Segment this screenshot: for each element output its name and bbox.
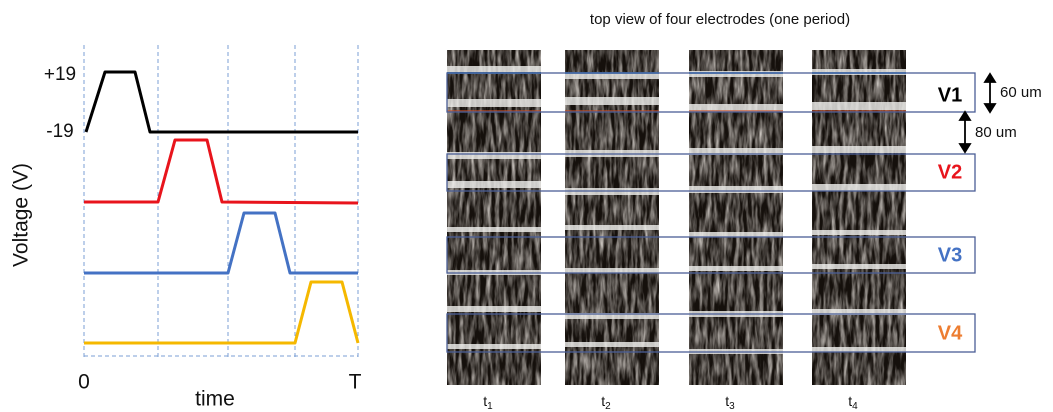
bright-band: [565, 313, 659, 319]
bright-band: [812, 184, 906, 191]
time-label: t1: [483, 393, 493, 412]
bright-band: [447, 344, 541, 349]
micrograph: [447, 50, 541, 385]
x-start-label: 0: [78, 371, 90, 394]
bright-band: [689, 232, 783, 237]
time-label-sub: 4: [852, 401, 858, 412]
bright-band: [565, 97, 659, 105]
micrograph-texture: [812, 50, 906, 385]
bright-band: [447, 152, 541, 159]
micrograph: [812, 50, 906, 385]
waveform-v3: [84, 211, 358, 275]
bright-band: [565, 342, 659, 347]
time-label: t3: [725, 393, 735, 412]
electrode-label: V2: [938, 161, 962, 183]
time-label: t2: [601, 393, 611, 412]
bright-band: [447, 99, 541, 107]
waveform-v1: [84, 70, 358, 134]
level-label: -19: [46, 121, 73, 142]
time-labels: t1 t2 t3 t4: [483, 393, 858, 412]
time-label-base: t: [848, 393, 852, 409]
bright-band: [689, 104, 783, 112]
x-end-label: T: [349, 371, 362, 394]
edge-line: [447, 110, 541, 112]
time-label-sub: 3: [729, 401, 735, 412]
level-label: +19: [44, 64, 76, 85]
bright-band: [812, 146, 906, 153]
time-label: t4: [848, 393, 858, 412]
edge-line: [689, 110, 783, 112]
image-title: top view of four electrodes (one period): [590, 11, 850, 28]
micrograph-texture: [565, 50, 659, 385]
bright-band: [812, 102, 906, 110]
time-label-base: t: [725, 393, 729, 409]
dimension-arrows: [958, 72, 997, 154]
electrode-label: V1: [938, 84, 962, 106]
x-axis-label: time: [195, 388, 235, 411]
time-label-base: t: [483, 393, 487, 409]
electrode-boxes: [446, 72, 976, 353]
time-label-sub: 2: [605, 401, 611, 412]
time-label-sub: 1: [487, 401, 493, 412]
image-columns: [447, 50, 906, 385]
waveform-v4: [84, 280, 360, 345]
bright-band: [447, 306, 541, 312]
bright-band: [689, 186, 783, 193]
dimension-label: 80 um: [975, 124, 1017, 141]
edge-line: [812, 110, 906, 112]
y-axis-label: Voltage (V): [10, 163, 33, 267]
bright-band: [447, 181, 541, 188]
electrode-label: V4: [938, 322, 963, 344]
waveform-v2: [84, 138, 359, 205]
bright-band: [565, 73, 659, 79]
electrode-label: V3: [938, 244, 962, 266]
micrograph: [565, 50, 659, 385]
bright-band: [812, 230, 906, 235]
edge-line: [565, 110, 659, 112]
time-label-base: t: [601, 393, 605, 409]
dimension-label: 60 um: [1000, 84, 1042, 101]
bright-band: [447, 227, 541, 232]
bright-band: [565, 268, 659, 273]
micrograph: [689, 50, 783, 385]
bright-band: [812, 309, 906, 315]
bright-band: [689, 148, 783, 155]
bright-band: [689, 266, 783, 271]
bright-band: [812, 347, 906, 352]
micrograph-texture: [689, 50, 783, 385]
bright-band: [447, 66, 541, 72]
bright-band: [565, 225, 659, 230]
bright-band: [812, 264, 906, 269]
waveforms: [84, 70, 360, 345]
